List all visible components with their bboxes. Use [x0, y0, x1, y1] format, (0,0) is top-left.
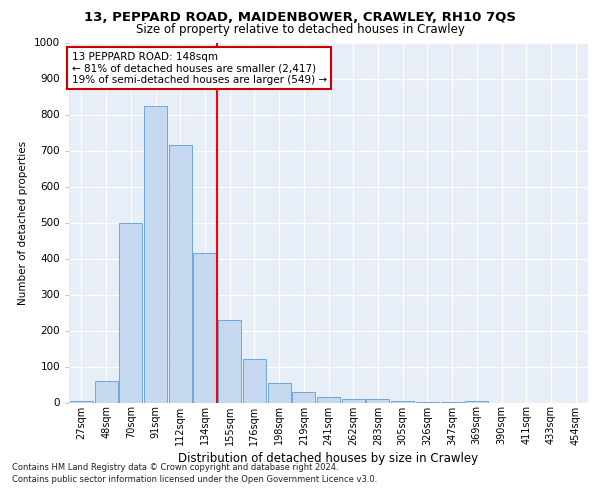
Bar: [144, 106, 167, 403]
Text: Contains public sector information licensed under the Open Government Licence v3: Contains public sector information licen…: [12, 475, 377, 484]
Y-axis label: Number of detached properties: Number of detached properties: [18, 140, 28, 304]
Bar: [342, 399, 365, 402]
Bar: [119, 222, 142, 402]
Bar: [465, 400, 488, 402]
Bar: [391, 400, 414, 402]
Text: 13, PEPPARD ROAD, MAIDENBOWER, CRAWLEY, RH10 7QS: 13, PEPPARD ROAD, MAIDENBOWER, CRAWLEY, …: [84, 11, 516, 24]
Bar: [367, 399, 389, 402]
Bar: [268, 382, 290, 402]
Text: Contains HM Land Registry data © Crown copyright and database right 2024.: Contains HM Land Registry data © Crown c…: [12, 462, 338, 471]
Text: 13 PEPPARD ROAD: 148sqm
← 81% of detached houses are smaller (2,417)
19% of semi: 13 PEPPARD ROAD: 148sqm ← 81% of detache…: [71, 52, 327, 84]
Bar: [169, 145, 192, 403]
Bar: [317, 397, 340, 402]
Bar: [70, 400, 93, 402]
Bar: [95, 381, 118, 402]
Text: Size of property relative to detached houses in Crawley: Size of property relative to detached ho…: [136, 22, 464, 36]
Bar: [292, 392, 315, 402]
Bar: [193, 253, 217, 402]
Bar: [218, 320, 241, 402]
Bar: [243, 360, 266, 403]
X-axis label: Distribution of detached houses by size in Crawley: Distribution of detached houses by size …: [178, 452, 479, 464]
